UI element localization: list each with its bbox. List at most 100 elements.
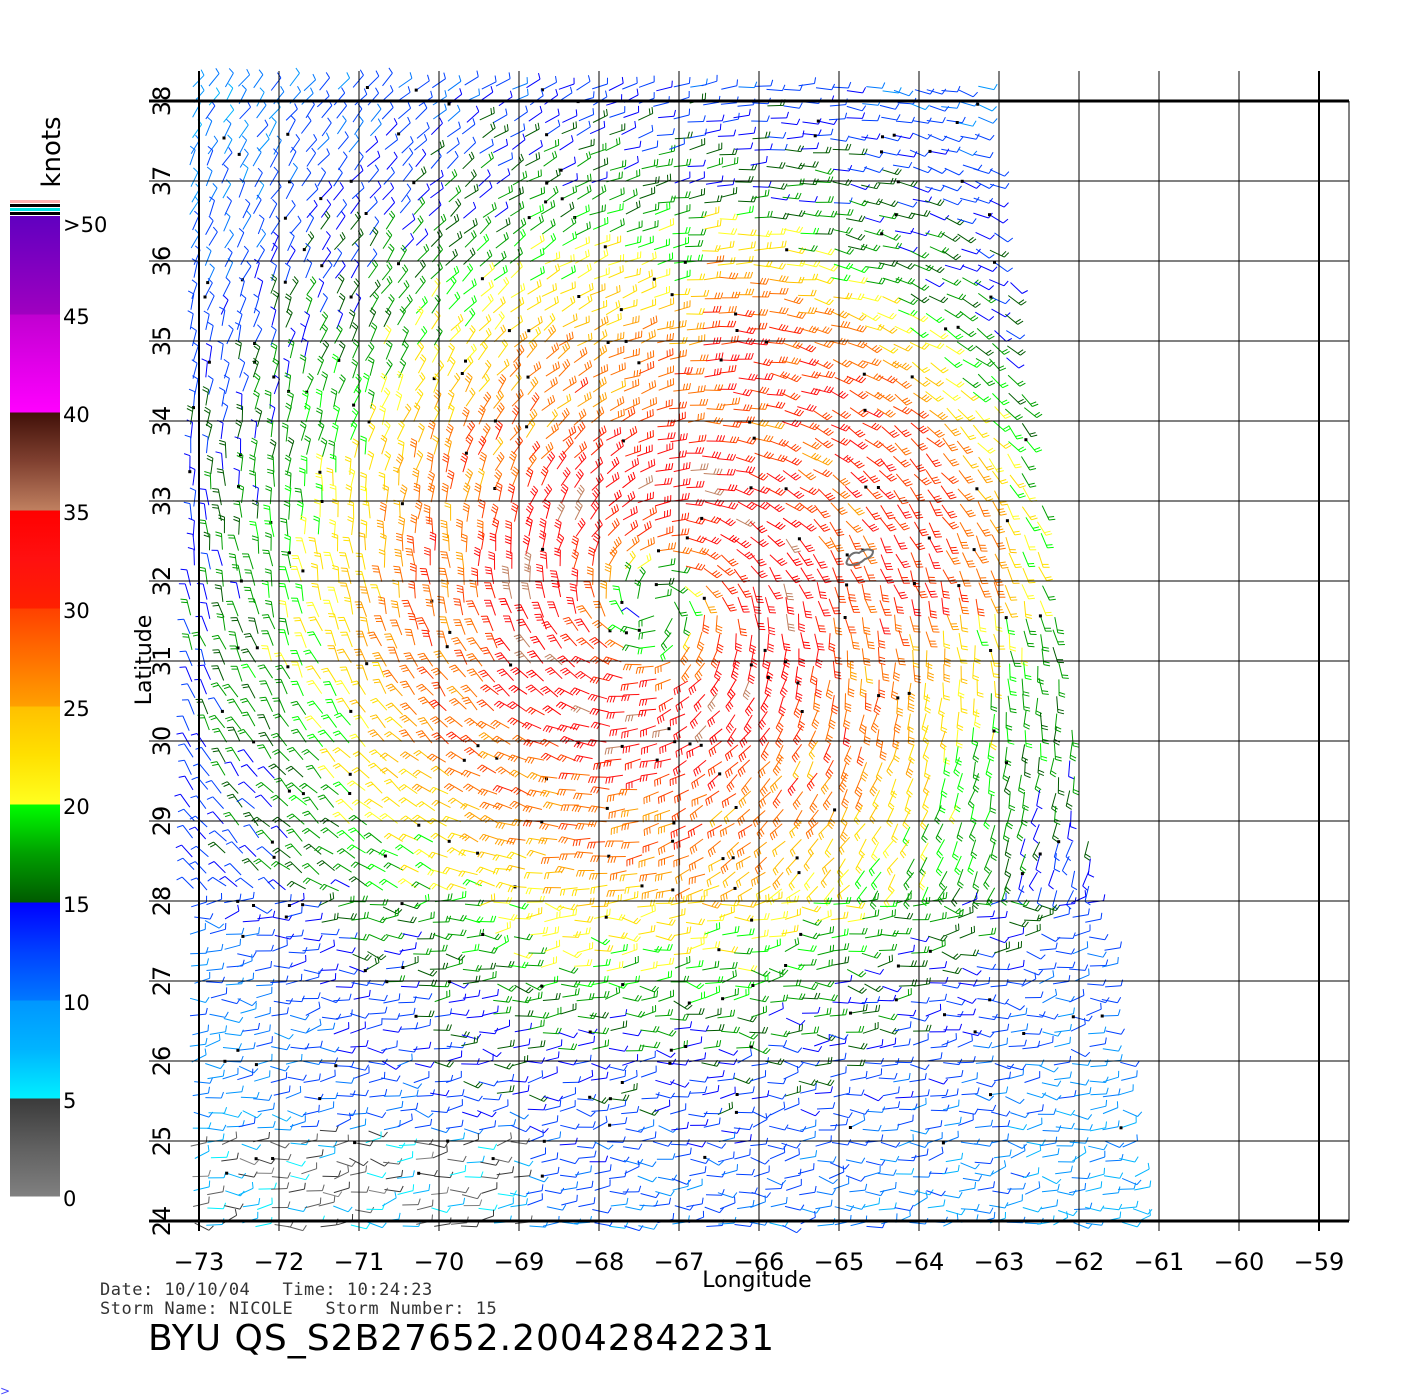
- wind-barb-feather: [744, 518, 751, 525]
- wind-barb-feather: [589, 173, 592, 181]
- wind-barb-feather: [284, 487, 291, 492]
- wind-barb: [766, 88, 783, 92]
- wind-barb: [866, 456, 880, 467]
- wind-barb-feather: [748, 456, 753, 462]
- wind-barb-feather: [941, 88, 947, 95]
- wind-barb-feather: [827, 443, 834, 449]
- wind-barb-feather: [585, 376, 589, 384]
- wind-barb: [638, 112, 653, 121]
- wind-barb-feather: [387, 359, 393, 365]
- wind-barb-feather: [467, 433, 474, 439]
- wind-barb-feather: [287, 391, 294, 396]
- wind-barb-feather: [379, 405, 386, 410]
- wind-barb-feather: [552, 364, 555, 371]
- wind-barb-feather: [439, 262, 443, 269]
- wind-barb: [606, 432, 621, 441]
- wind-barb-feather: [478, 530, 485, 535]
- wind-barb: [305, 139, 318, 153]
- wind-barb-feather: [829, 545, 836, 549]
- wind-barb-feather: [809, 506, 816, 512]
- wind-barb-feather: [421, 196, 426, 203]
- wind-barb: [205, 489, 210, 506]
- wind-barb-feather: [842, 424, 848, 431]
- wind-barb-feather: [871, 358, 876, 364]
- wind-barb-feather: [824, 515, 831, 519]
- wind-barb-feather: [284, 457, 291, 462]
- wind-barb: [350, 424, 358, 440]
- wind-barb: [960, 390, 974, 401]
- wind-barb-feather: [420, 372, 426, 379]
- wind-barb-feather: [729, 571, 736, 576]
- wind-barb-feather: [987, 467, 995, 471]
- wind-barb-feather: [782, 84, 786, 91]
- wind-barb-feather: [592, 492, 597, 499]
- wind-barb: [401, 141, 414, 154]
- wind-barb: [285, 519, 289, 536]
- wind-barb-feather: [310, 87, 314, 94]
- wind-barb: [463, 207, 477, 219]
- wind-barb: [927, 133, 943, 142]
- wind-barb-feather: [439, 141, 443, 148]
- wind-barb: [850, 183, 866, 191]
- wind-barb: [252, 151, 262, 167]
- wind-barb-feather: [933, 495, 940, 499]
- wind-barb-feather: [540, 471, 546, 477]
- wind-barb-feather: [698, 447, 702, 454]
- wind-barb: [382, 234, 393, 249]
- wind-barb: [364, 534, 367, 551]
- wind-barb-feather: [970, 332, 977, 338]
- wind-barb-feather: [822, 575, 829, 578]
- wind-barb-feather: [999, 547, 1006, 550]
- wind-barb: [786, 552, 797, 566]
- wind-barb: [561, 301, 576, 312]
- wind-barb: [495, 78, 511, 87]
- wind-barb-feather: [921, 366, 928, 372]
- wind-barb: [930, 362, 944, 374]
- wind-barb: [368, 426, 376, 442]
- wind-barb: [975, 231, 991, 240]
- wind-barb-feather: [394, 551, 402, 554]
- wind-barb-feather: [398, 422, 404, 429]
- wind-barb-feather: [406, 553, 413, 556]
- wind-barb-feather: [720, 292, 724, 299]
- wind-barb-feather: [955, 333, 962, 338]
- wind-barb: [961, 265, 978, 272]
- wind-barb-feather: [681, 337, 685, 344]
- wind-barb: [752, 102, 769, 105]
- wind-barb-feather: [981, 432, 988, 436]
- wind-barb-feather: [872, 491, 879, 495]
- wind-barb-feather: [295, 134, 301, 140]
- wind-barb-feather: [298, 470, 306, 474]
- wind-barb-feather: [907, 262, 913, 269]
- wind-barb-feather: [508, 186, 511, 193]
- wind-barb-feather: [841, 311, 847, 318]
- wind-barb: [402, 168, 413, 182]
- wind-barb-feather: [727, 383, 731, 390]
- wind-barb: [189, 503, 193, 520]
- wind-barb: [193, 391, 196, 408]
- wind-barb-feather: [228, 147, 233, 153]
- wind-barb-feather: [733, 320, 737, 328]
- wind-barb-feather: [947, 576, 955, 579]
- wind-barb-feather: [973, 396, 980, 402]
- wind-barb-feather: [656, 158, 659, 166]
- wind-barb-feather: [565, 407, 570, 414]
- wind-barb: [909, 250, 925, 259]
- wind-barb: [529, 253, 545, 263]
- wind-barb: [847, 168, 864, 173]
- wind-barb-feather: [443, 452, 450, 457]
- wind-barb-feather: [748, 466, 753, 473]
- wind-barb-feather: [378, 471, 385, 475]
- wind-barb: [593, 335, 608, 346]
- wind-barb-feather: [413, 405, 420, 411]
- wind-barb-feather: [510, 453, 516, 459]
- wind-barb-feather: [861, 377, 867, 384]
- wind-barb-feather: [697, 413, 699, 421]
- wind-barb: [882, 296, 898, 304]
- wind-barb: [638, 81, 655, 88]
- wind-barb-feather: [491, 523, 498, 528]
- wind-barb-feather: [498, 313, 504, 320]
- wind-barb-feather: [373, 226, 379, 233]
- wind-barb-feather: [683, 463, 685, 470]
- wind-barb-feather: [375, 87, 380, 94]
